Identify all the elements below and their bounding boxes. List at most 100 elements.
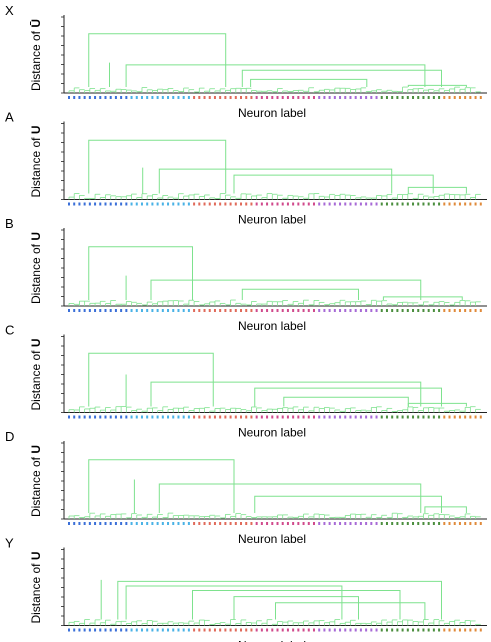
leaf-label [391,96,394,99]
panel-x: X Distance of Ū Neuron label [5,3,487,120]
merge-link [283,396,409,407]
leaf-label [94,628,97,632]
leaf-label [146,415,149,419]
panel-letter: D [5,429,14,444]
low-branches [68,512,481,519]
leaf-label [135,202,138,206]
leaf-label [443,96,446,99]
leaf-label [255,628,258,632]
leaf-label [240,628,243,632]
leaf-label [375,309,378,312]
leaf-label [260,628,263,632]
leaf-label [161,96,164,99]
leaf-label [443,202,446,206]
leaf-label [94,415,97,419]
leaf-label [312,96,315,99]
leaf-label [140,415,143,419]
leaf-label [140,309,143,312]
leaf-label [401,96,404,99]
leaf-label [422,309,425,312]
leaf-label [260,415,263,419]
leaf-label [370,96,373,99]
leaf-label [453,628,456,632]
leaf-label [391,415,394,419]
leaf-label [323,309,326,312]
leaf-label [438,415,441,419]
leaf-label [135,415,138,419]
leaf-label [375,522,378,525]
leaf-label [140,628,143,632]
leaf-label [380,522,383,525]
leaf-label [182,415,185,419]
leaf-label [250,628,253,632]
leaf-label [260,96,263,99]
leaf-label [135,96,138,99]
leaf-label [187,522,190,525]
leaf-label [443,628,446,632]
panel-letter: B [5,216,14,231]
leaf-label [469,628,472,632]
leaf-label [99,415,102,419]
leaf-label [385,628,388,632]
leaf-label [469,309,472,312]
leaf-label [224,415,227,419]
leaf-label [99,628,102,632]
leaf-label [245,628,248,632]
leaf-label [208,309,211,312]
leaf-label [354,628,357,632]
leaf-label [135,628,138,632]
leaf-label [458,202,461,206]
leaf-label [94,96,97,99]
leaf-label [88,96,91,99]
leaf-label [417,202,420,206]
leaf-label [401,522,404,525]
merge-link [117,580,442,620]
leaf-label [88,415,91,419]
leaf-label [187,628,190,632]
leaf-label [198,522,201,525]
leaf-label [391,628,394,632]
leaf-label [292,202,295,206]
leaf-label [391,202,394,206]
leaf-label [245,309,248,312]
leaf-label [474,202,477,206]
leaf-label [255,309,258,312]
leaf-label [458,628,461,632]
leaf-label [474,309,477,312]
leaf-label [458,96,461,99]
leaf-label [271,415,274,419]
leaf-label [68,202,70,206]
leaf-label [213,628,216,632]
leaf-label [286,628,289,632]
merge-links [88,352,467,407]
x-axis-label: Neuron label [238,319,306,333]
leaf-label [114,522,117,525]
leaf-label [73,522,76,525]
leaf-label [354,415,357,419]
y-axis-label: Distance of U [29,338,43,410]
leaf-label [339,415,342,419]
leaf-label [339,96,342,99]
leaf-label [458,415,461,419]
leaf-label [370,309,373,312]
merge-link [424,506,467,513]
leaf-label [307,522,310,525]
leaf-label [68,522,70,525]
leaf-label [401,415,404,419]
leaf-label [271,628,274,632]
leaf-label [120,96,123,99]
leaf-label [427,309,430,312]
leaf-label [339,628,342,632]
leaf-label [469,415,472,419]
merge-links [88,139,467,194]
leaf-label [104,202,107,206]
leaf-label [68,415,70,419]
leaf-label [120,202,123,206]
leaf-label [68,96,70,99]
leaf-label [146,628,149,632]
merge-link [192,590,401,620]
panel-letter: A [5,110,14,125]
panel-c: C Distance of U Neuron label [5,323,487,440]
leaf-label [406,96,409,99]
leaf-label [260,202,263,206]
